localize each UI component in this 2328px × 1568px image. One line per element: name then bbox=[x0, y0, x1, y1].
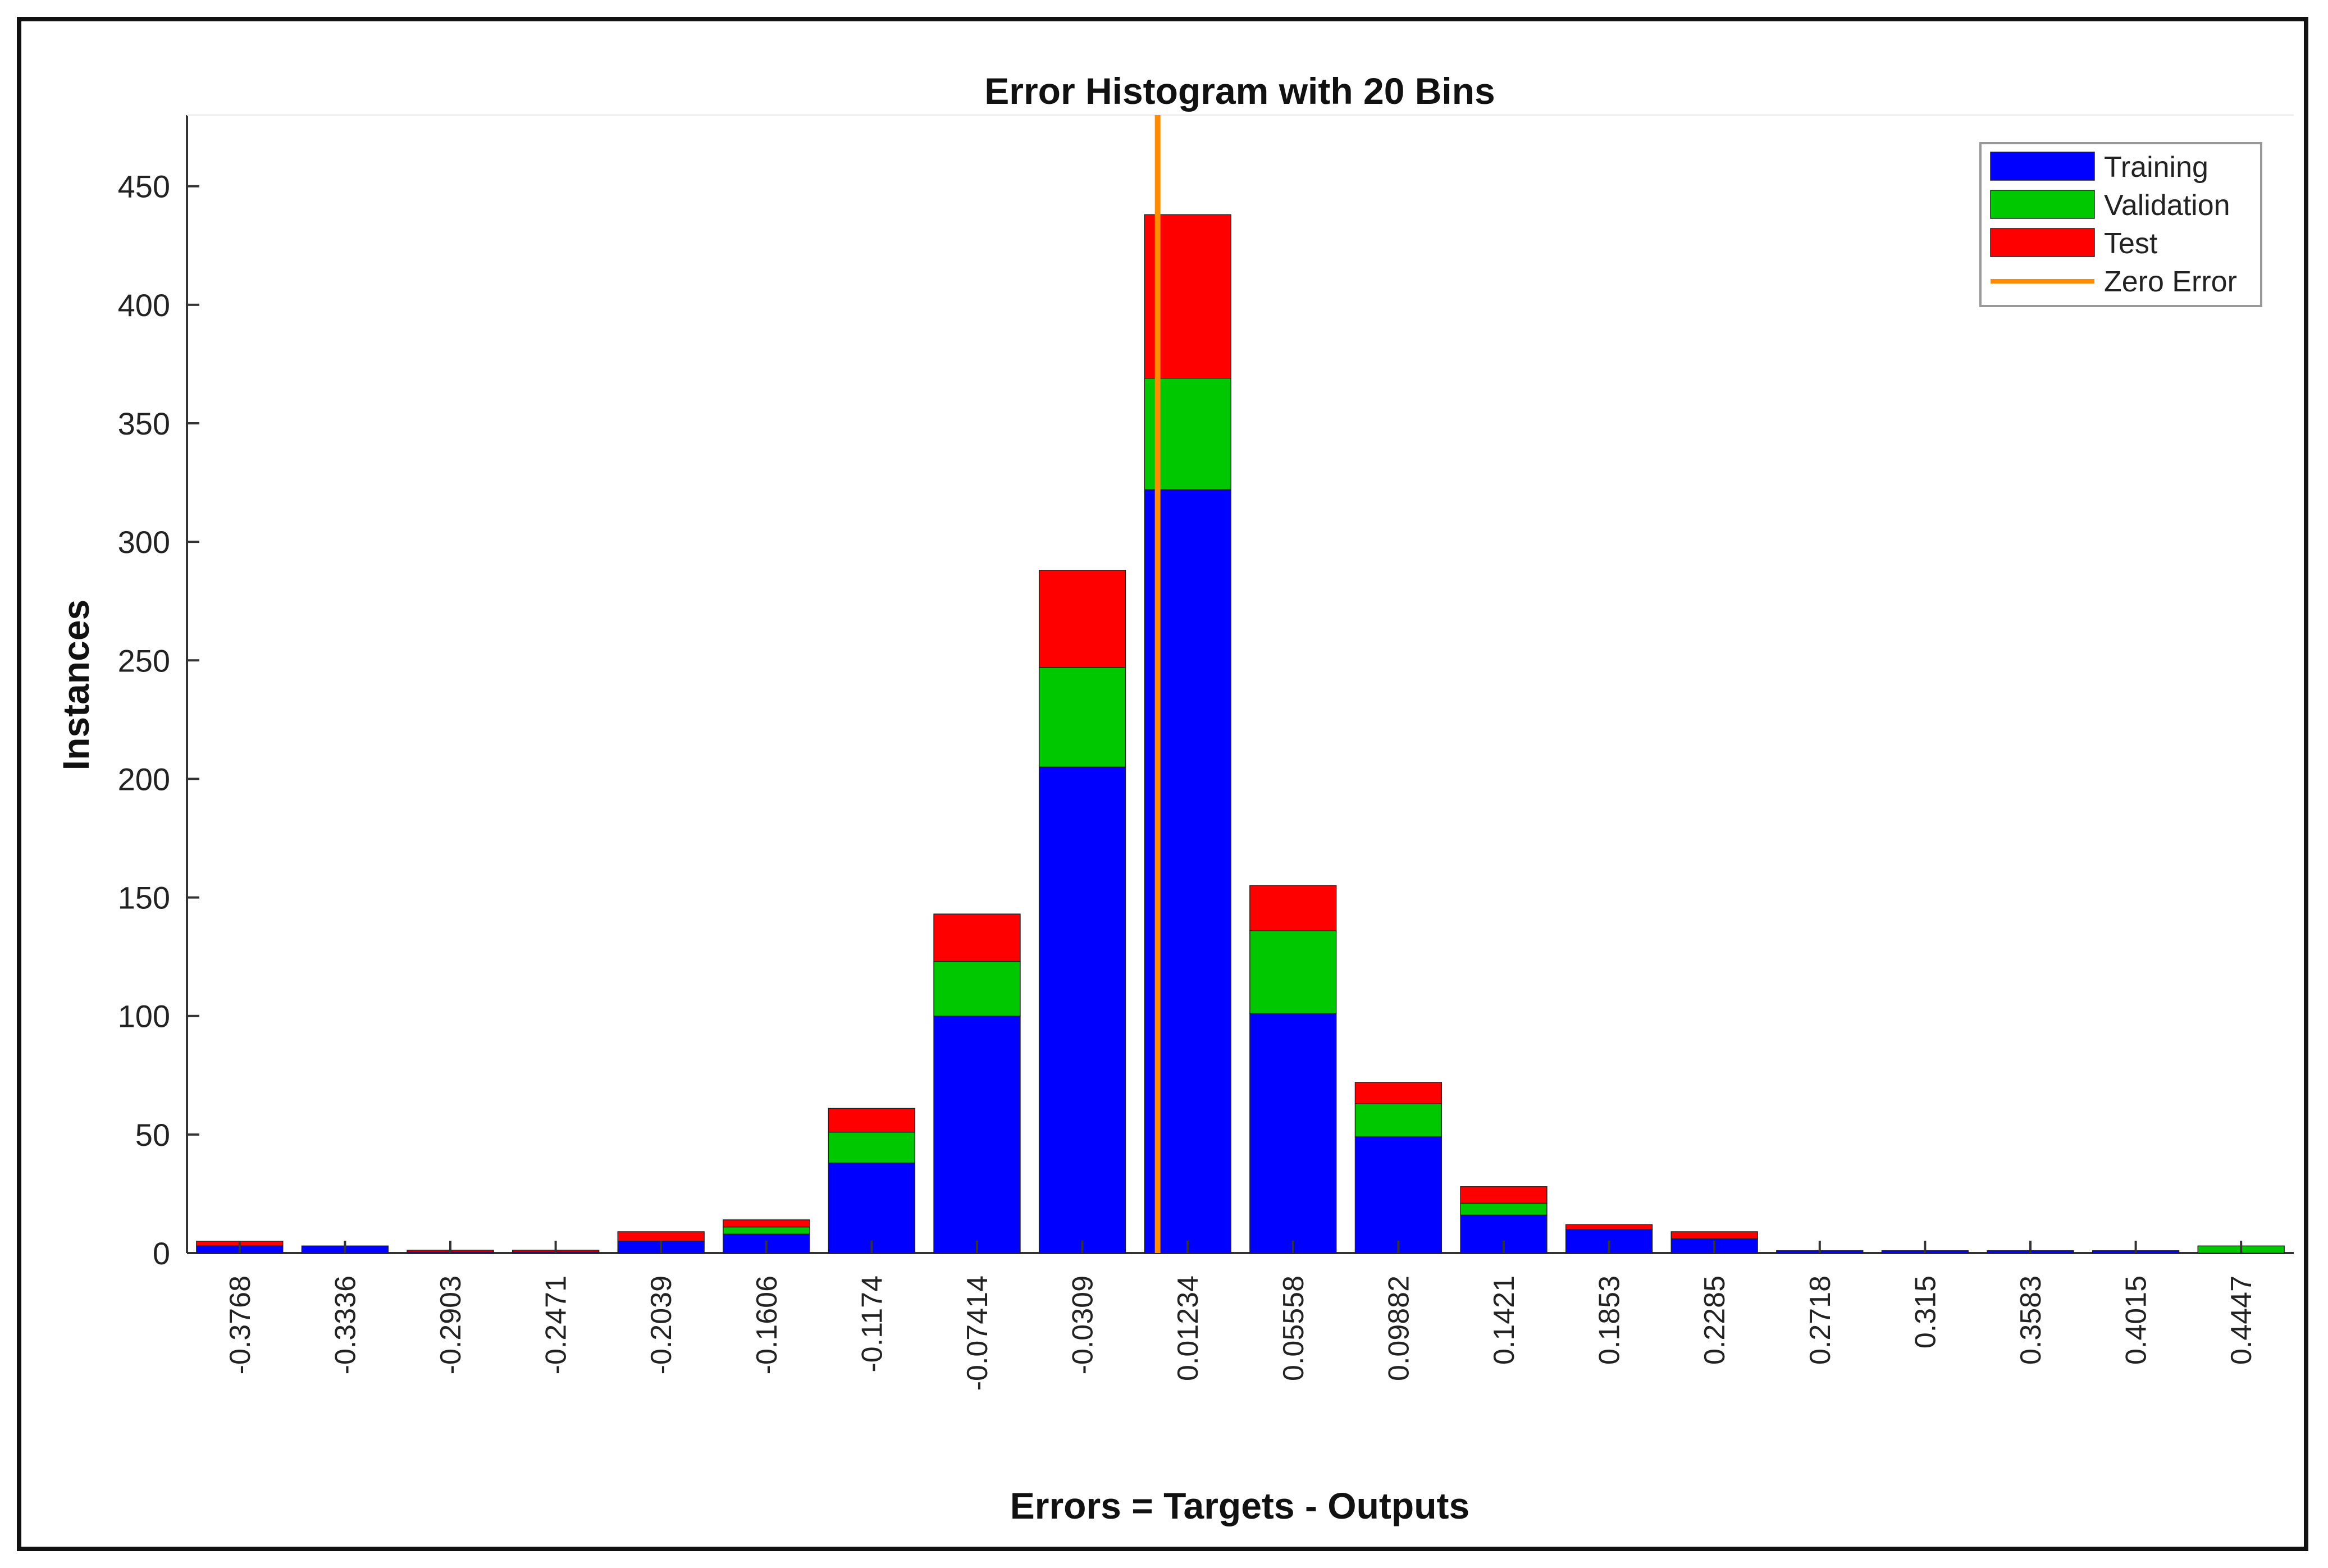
x-tick-label: 0.315 bbox=[1909, 1276, 1942, 1348]
x-tick-label: 0.2718 bbox=[1804, 1276, 1837, 1365]
legend-label-validation: Validation bbox=[2104, 189, 2230, 222]
x-tick-label: -0.3768 bbox=[224, 1276, 257, 1374]
x-axis-label: Errors = Targets - Outputs bbox=[1010, 1485, 1469, 1526]
bar-test-14 bbox=[1565, 1224, 1653, 1230]
y-tick-label: 100 bbox=[118, 999, 170, 1034]
plot-area: 0 50 100 150 200 250 300 350 400 450 -0.3768 -0.333… bbox=[118, 114, 2294, 1391]
bar-test-15 bbox=[1670, 1231, 1758, 1240]
legend-label-test: Test bbox=[2104, 227, 2158, 260]
bar-training-12 bbox=[1354, 1136, 1443, 1254]
bar-test-12 bbox=[1354, 1082, 1443, 1104]
x-tick-label: -0.1174 bbox=[856, 1276, 888, 1373]
y-tick-label: 400 bbox=[118, 287, 170, 323]
bar-test-7 bbox=[828, 1108, 916, 1133]
x-tick-label: 0.01234 bbox=[1172, 1276, 1204, 1381]
bar-validation-11 bbox=[1249, 930, 1337, 1014]
x-tick-label: -0.2471 bbox=[540, 1276, 573, 1374]
y-tick-label: 0 bbox=[153, 1236, 170, 1271]
bar-training-8 bbox=[933, 1015, 1021, 1254]
y-tick-label: 50 bbox=[135, 1117, 170, 1153]
x-tick-label: -0.2903 bbox=[435, 1276, 467, 1374]
x-tick-label: -0.07414 bbox=[961, 1276, 994, 1391]
y-tick-label: 200 bbox=[118, 761, 170, 797]
legend-swatch-training bbox=[1990, 152, 2095, 181]
bar-training-9 bbox=[1038, 766, 1126, 1254]
legend: Training Validation Test Zero Error bbox=[1979, 142, 2262, 307]
bar-test-9 bbox=[1038, 570, 1126, 668]
x-tick-label: 0.09882 bbox=[1382, 1276, 1415, 1381]
bar-test-13 bbox=[1460, 1186, 1548, 1204]
bar-validation-7 bbox=[828, 1131, 916, 1164]
x-tick-label: 0.3583 bbox=[2015, 1276, 2047, 1365]
bar-test-8 bbox=[933, 913, 1021, 962]
y-tick-label: 300 bbox=[118, 524, 170, 560]
bar-validation-8 bbox=[933, 961, 1021, 1017]
legend-label-training: Training bbox=[2104, 151, 2208, 184]
legend-label-zero-error: Zero Error bbox=[2104, 266, 2237, 298]
legend-swatch-test bbox=[1990, 228, 2095, 257]
y-tick-label: 350 bbox=[118, 406, 170, 441]
x-tick-label: -0.1606 bbox=[751, 1276, 783, 1374]
x-tick-label: -0.2039 bbox=[645, 1276, 678, 1374]
bar-training-7 bbox=[828, 1162, 916, 1254]
bar-test-11 bbox=[1249, 885, 1337, 931]
x-tick-label: -0.0309 bbox=[1067, 1276, 1099, 1374]
y-axis-label: Instances bbox=[55, 600, 97, 770]
bar-test-5 bbox=[617, 1231, 705, 1242]
bar-test-6 bbox=[723, 1219, 810, 1228]
bar-validation-13 bbox=[1460, 1203, 1548, 1216]
y-tick-label: 250 bbox=[118, 643, 170, 678]
legend-swatch-validation bbox=[1990, 190, 2095, 219]
x-tick-label: 0.1421 bbox=[1488, 1276, 1521, 1365]
y-tick-label: 450 bbox=[118, 169, 170, 204]
bar-training-11 bbox=[1249, 1013, 1337, 1254]
x-tick-label: 0.1853 bbox=[1594, 1276, 1626, 1365]
chart-title: Error Histogram with 20 Bins bbox=[984, 70, 1495, 112]
y-tick-label: 150 bbox=[118, 880, 170, 916]
x-tick-label: 0.2285 bbox=[1699, 1276, 1731, 1365]
x-tick-label: -0.3336 bbox=[329, 1276, 362, 1374]
x-tick-label: 0.05558 bbox=[1277, 1276, 1310, 1381]
bar-validation-9 bbox=[1038, 667, 1126, 768]
x-tick-label: 0.4447 bbox=[2225, 1276, 2258, 1365]
x-tick-label: 0.4015 bbox=[2120, 1276, 2153, 1365]
bar-validation-6 bbox=[723, 1226, 810, 1235]
bar-validation-12 bbox=[1354, 1103, 1443, 1137]
